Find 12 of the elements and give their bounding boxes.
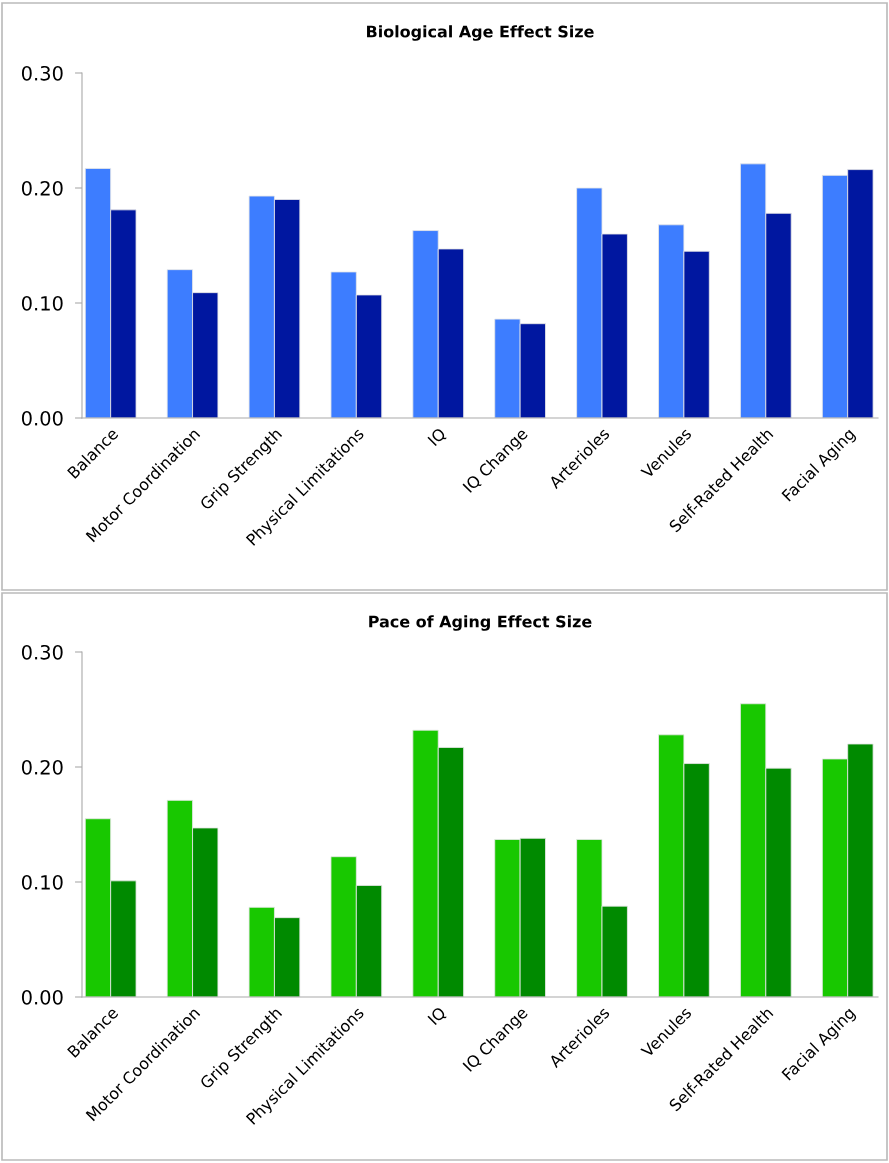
y-tick-label: 0.00 [21,410,63,426]
y-tick-label: 0.30 [21,65,63,81]
y-tick-label: 0.00 [21,989,63,1005]
x-tick-label: IQ [427,1006,448,1027]
y-tick-label: 0.10 [21,295,63,311]
y-tick-label: 0.10 [21,874,63,890]
y-tick-label: 0.30 [21,644,63,660]
chart-title: Biological Age Effect Size [367,25,594,41]
chart-title: Pace of Aging Effect Size [369,615,592,631]
x-tick-label: IQ [427,427,448,448]
y-tick-label: 0.20 [21,759,63,775]
y-tick-label: 0.20 [21,180,63,196]
